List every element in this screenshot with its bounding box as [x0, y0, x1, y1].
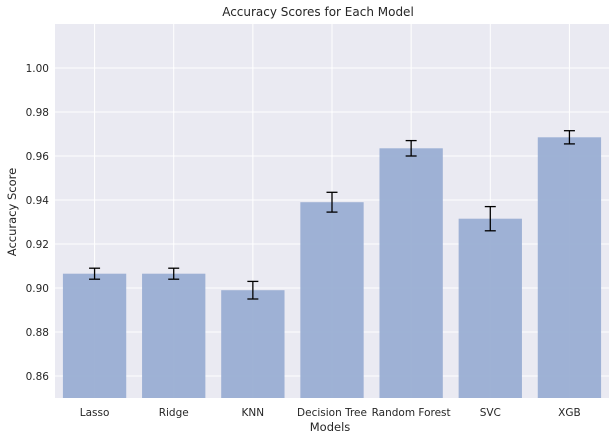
bar-lasso: [62, 273, 127, 398]
bar-knn: [221, 290, 285, 398]
y-tick-label: 0.88: [26, 327, 49, 339]
x-tick-label: Lasso: [80, 407, 110, 419]
error-bars: [89, 130, 575, 300]
y-tick-label: 0.98: [26, 107, 49, 119]
y-tick-label: 0.94: [26, 195, 50, 207]
error-bar-decision-tree: [326, 191, 338, 213]
error-bar-knn: [247, 280, 259, 300]
error-bar-xgb: [563, 130, 575, 145]
y-tick-label: 1.00: [26, 63, 49, 75]
error-bar-ridge: [168, 267, 180, 280]
x-tick-label: Ridge: [159, 407, 189, 419]
bar-decision-tree: [300, 202, 364, 398]
y-tick-label: 0.90: [26, 283, 49, 295]
error-bar-svc: [484, 205, 496, 232]
x-tick-label: Random Forest: [372, 407, 451, 419]
y-tick-label: 0.96: [26, 151, 50, 163]
bar-svc: [458, 218, 522, 398]
x-tick-label: XGB: [558, 407, 581, 419]
bar-xgb: [537, 137, 602, 399]
bar-ridge: [142, 273, 206, 398]
x-tick-label: SVC: [480, 407, 501, 419]
y-tick-labels: 0.86 0.88 0.90 0.92 0.94 0.96 0.98 1.00: [26, 63, 50, 383]
x-axis-label: Models: [310, 420, 351, 434]
x-tick-label: Decision Tree: [297, 407, 367, 419]
bar-random-forest: [379, 148, 443, 398]
error-bar-lasso: [89, 267, 101, 280]
y-tick-label: 0.86: [26, 371, 50, 383]
bars: [62, 137, 602, 399]
chart-title: Accuracy Scores for Each Model: [222, 5, 414, 19]
x-tick-labels: Lasso Ridge KNN Decision Tree Random Forest S…: [80, 407, 581, 419]
error-bar-random-forest: [405, 139, 417, 157]
y-tick-label: 0.92: [26, 239, 49, 251]
x-tick-label: KNN: [242, 407, 265, 419]
y-axis-label: Accuracy Score: [5, 168, 19, 256]
